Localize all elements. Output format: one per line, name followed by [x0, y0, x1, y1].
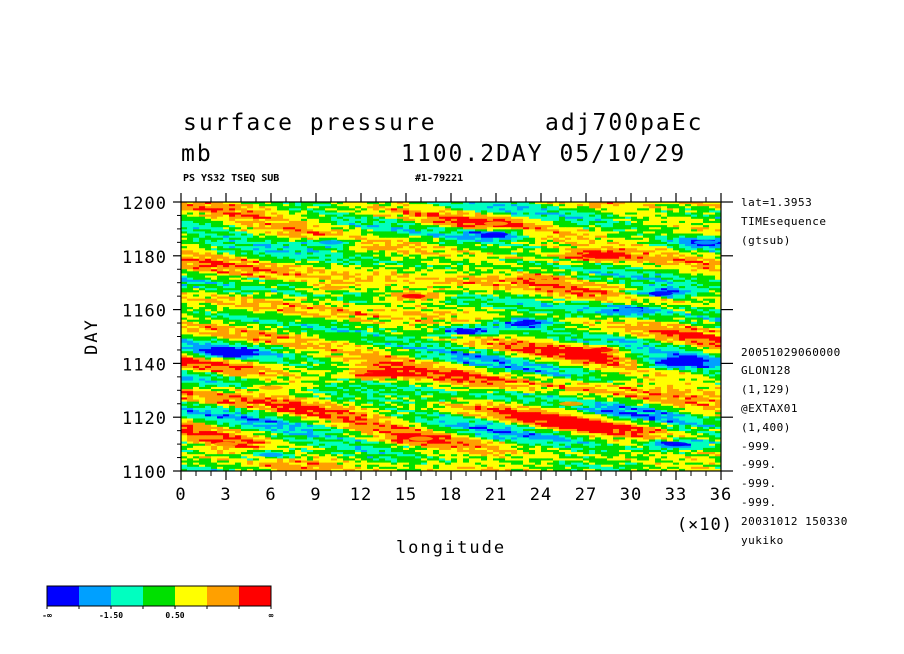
side-info-missing-4: -999.	[741, 496, 777, 509]
side-info-lat: lat=1.3953	[741, 196, 813, 209]
x-tick-label: 24	[530, 485, 552, 505]
heatmap-feature-6	[559, 401, 583, 406]
x-tick-label: 18	[440, 485, 462, 505]
chart-subtitle-right: #1-79221	[415, 173, 464, 184]
colorbar-swatch	[47, 586, 79, 606]
colorbar-swatch	[207, 586, 239, 606]
side-info-missing-2: -999.	[741, 458, 777, 471]
colorbar-swatch	[239, 586, 271, 606]
side-info-date: 20051029060000	[741, 346, 841, 359]
x-tick-label: 6	[265, 485, 276, 505]
heatmap-feature-8	[214, 441, 238, 447]
x-tick-label: 12	[350, 485, 372, 505]
side-info-timestamp: 20031012 150330	[741, 515, 848, 528]
side-info-axis: @EXTAX01	[741, 402, 798, 415]
heatmap-feature-9	[409, 436, 433, 441]
heatmap-feature-12	[514, 320, 538, 326]
heatmap-feature-2	[589, 347, 613, 353]
heatmap-feature-15	[484, 232, 508, 237]
y-axis-label: DAY	[82, 318, 102, 355]
heatmap-feature-20	[694, 240, 718, 245]
y-tick-label: 1120	[122, 409, 167, 429]
x-tick-label: 21	[485, 485, 507, 505]
heatmap-feature-0	[364, 371, 388, 377]
side-info-yrange: (1,400)	[741, 421, 791, 434]
chart-time-label: 1100.2DAY 05/10/29	[401, 141, 687, 167]
chart-subtitle-left: PS YS32 TSEQ SUB	[183, 173, 280, 184]
y-tick-label: 1100	[122, 463, 167, 483]
heatmap-feature-16	[664, 441, 688, 447]
heatmap-feature-10	[529, 275, 553, 280]
heatmap-feature-3	[581, 253, 606, 258]
x-tick-label: 3	[220, 485, 231, 505]
side-info-xrange: (1,129)	[741, 383, 791, 396]
chart-title-variable: surface pressure	[183, 110, 437, 136]
heatmap-feature-5	[259, 385, 283, 390]
chart-unit: mb	[181, 141, 213, 167]
heatmap-field	[181, 202, 721, 471]
y-tick-label: 1200	[122, 194, 167, 214]
heatmap-feature-7	[484, 221, 508, 226]
colorbar-label: 0.50	[165, 611, 184, 620]
colorbar-swatch	[175, 586, 207, 606]
colorbar-swatch	[111, 586, 143, 606]
colorbar-label: -∞	[42, 611, 52, 620]
colorbar-swatch	[79, 586, 111, 606]
colorbar-label: -1.50	[99, 611, 123, 620]
side-info-missing-1: -999.	[741, 440, 777, 453]
y-tick-label: 1140	[122, 355, 167, 375]
colorbar-label: ∞	[269, 611, 274, 620]
x-tick-label: 33	[665, 485, 687, 505]
y-tick-label: 1180	[122, 248, 167, 268]
side-info-glon: GLON128	[741, 364, 791, 377]
side-info-missing-3: -999.	[741, 477, 777, 490]
colorbar-swatch	[143, 586, 175, 606]
x-axis-scale-note: (×10)	[677, 515, 733, 535]
x-tick-label: 30	[620, 485, 642, 505]
y-tick-label: 1160	[122, 302, 167, 322]
chart-title-experiment: adj700paEc	[545, 110, 704, 136]
heatmap-feature-21	[619, 307, 643, 312]
heatmap-feature-18	[259, 452, 283, 458]
heatmap-feature-4	[319, 285, 343, 291]
x-axis-label: longitude	[396, 538, 506, 558]
heatmap-feature-11	[454, 328, 478, 334]
x-tick-label: 9	[310, 485, 321, 505]
side-info-mode: TIMEsequence	[741, 215, 827, 228]
side-info-user: yukiko	[741, 534, 784, 547]
heatmap-feature-17	[214, 350, 238, 355]
x-tick-label: 15	[395, 485, 417, 505]
x-tick-label: 36	[710, 485, 732, 505]
x-tick-label: 27	[575, 485, 597, 505]
heatmap-feature-19	[319, 240, 343, 245]
side-info-source: (gtsub)	[741, 234, 791, 247]
colorbar-frame	[46, 585, 272, 607]
x-tick-label: 0	[175, 485, 186, 505]
heatmap-feature-14	[649, 291, 673, 296]
heatmap-feature-1	[401, 293, 426, 299]
heatmap-feature-13	[664, 361, 688, 366]
